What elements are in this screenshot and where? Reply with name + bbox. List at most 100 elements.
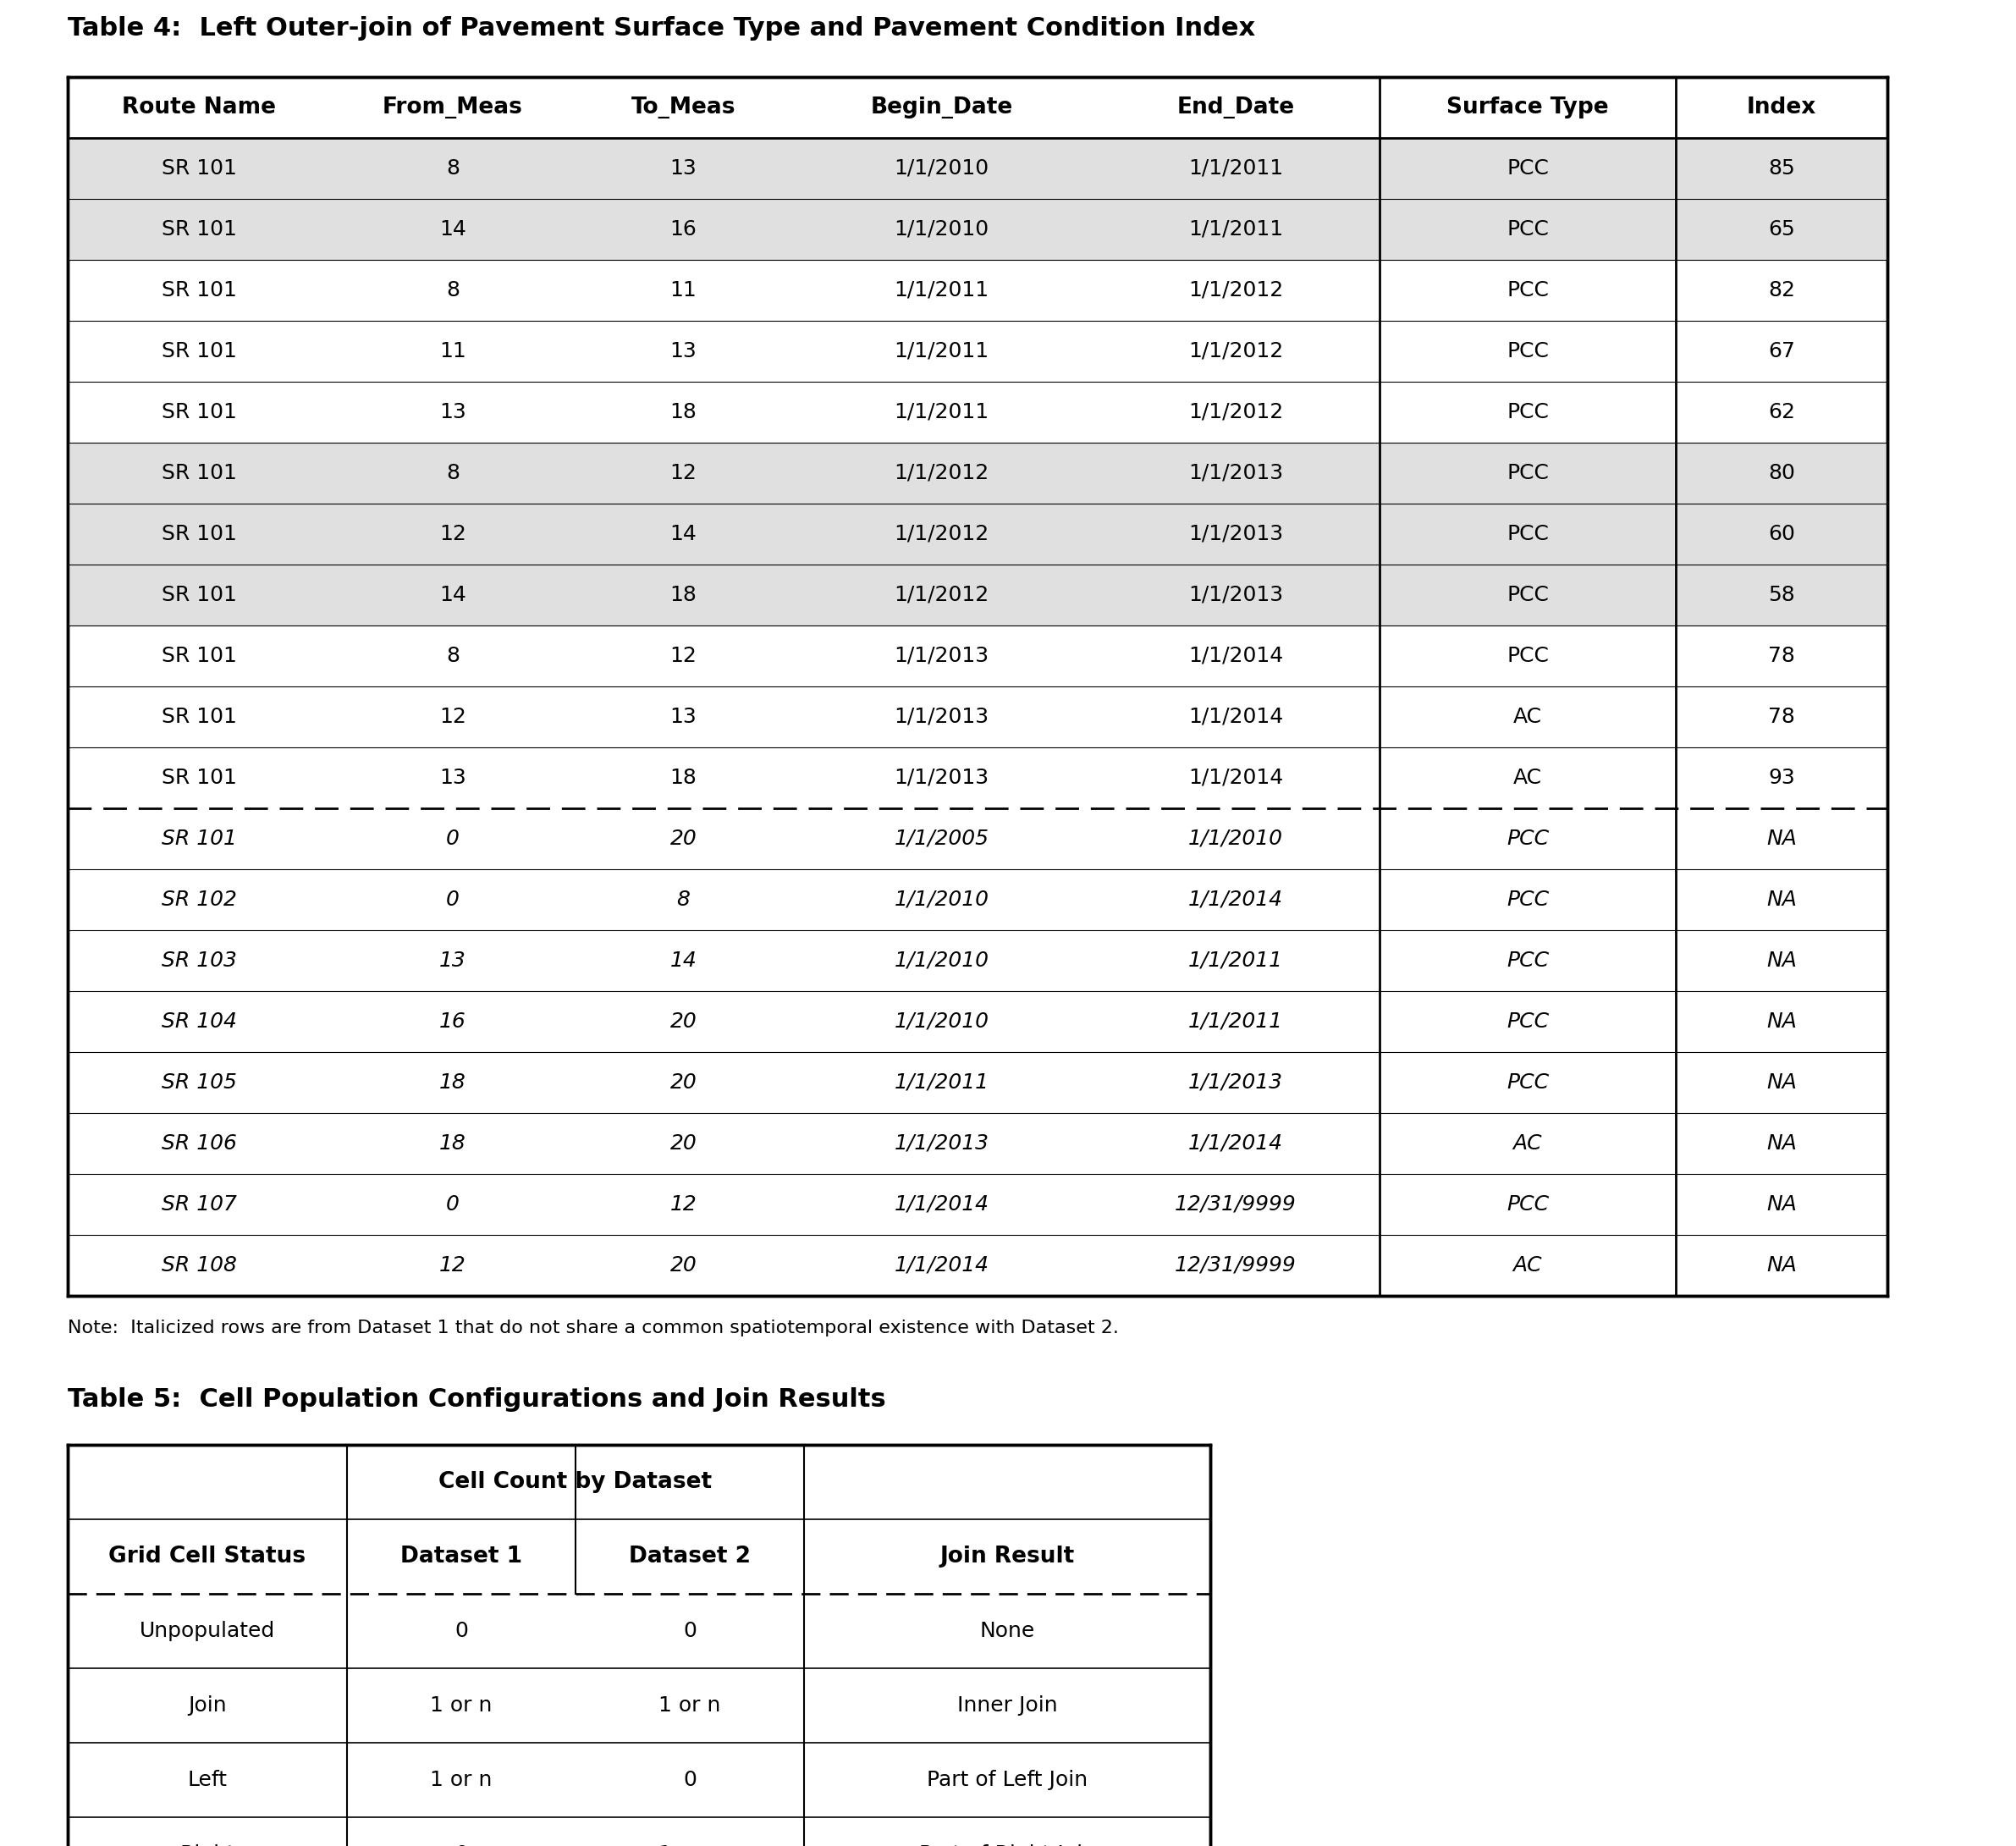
Text: 1/1/2013: 1/1/2013 xyxy=(1187,1073,1282,1093)
Text: 12: 12 xyxy=(669,1194,698,1215)
Text: 0: 0 xyxy=(454,1621,468,1641)
Text: 13: 13 xyxy=(669,342,698,362)
Text: 12: 12 xyxy=(439,524,466,545)
Text: Route Name: Route Name xyxy=(121,96,276,118)
Text: Table 5:  Cell Population Configurations and Join Results: Table 5: Cell Population Configurations … xyxy=(69,1386,885,1412)
Text: NA: NA xyxy=(1766,1133,1796,1154)
Text: 12: 12 xyxy=(669,646,698,666)
Text: 1/1/2012: 1/1/2012 xyxy=(1187,402,1282,423)
Text: 0: 0 xyxy=(683,1621,696,1641)
Text: 1/1/2011: 1/1/2011 xyxy=(895,1073,990,1093)
Text: 14: 14 xyxy=(439,585,466,605)
Text: 1/1/2013: 1/1/2013 xyxy=(895,646,990,666)
Text: SR 101: SR 101 xyxy=(161,768,236,788)
Text: 1/1/2012: 1/1/2012 xyxy=(893,524,990,545)
Text: 1/1/2011: 1/1/2011 xyxy=(1187,220,1282,240)
Text: 8: 8 xyxy=(677,890,689,910)
Bar xyxy=(69,138,1887,199)
Text: 1/1/2012: 1/1/2012 xyxy=(893,463,990,484)
Text: 12/31/9999: 12/31/9999 xyxy=(1175,1255,1296,1276)
Text: 14: 14 xyxy=(669,951,698,971)
Text: 13: 13 xyxy=(439,768,466,788)
Text: 20: 20 xyxy=(669,829,698,849)
Text: PCC: PCC xyxy=(1506,463,1548,484)
Text: 0: 0 xyxy=(446,1194,460,1215)
Text: 0: 0 xyxy=(683,1770,696,1791)
Text: 1/1/2011: 1/1/2011 xyxy=(895,281,990,301)
Text: 20: 20 xyxy=(669,1073,698,1093)
Text: 1/1/2014: 1/1/2014 xyxy=(895,1194,990,1215)
Text: 1/1/2011: 1/1/2011 xyxy=(1187,1012,1282,1032)
Text: 1/1/2014: 1/1/2014 xyxy=(895,1255,990,1276)
Text: 1/1/2010: 1/1/2010 xyxy=(895,951,990,971)
Text: PCC: PCC xyxy=(1506,646,1548,666)
Text: Grid Cell Status: Grid Cell Status xyxy=(109,1545,306,1567)
Text: SR 101: SR 101 xyxy=(161,524,236,545)
Text: 1/1/2005: 1/1/2005 xyxy=(895,829,990,849)
Text: 1/1/2012: 1/1/2012 xyxy=(893,585,990,605)
Text: To_Meas: To_Meas xyxy=(631,96,736,118)
Bar xyxy=(69,565,1887,626)
Text: 12: 12 xyxy=(439,1255,466,1276)
Text: 16: 16 xyxy=(669,220,698,240)
Text: 1/1/2013: 1/1/2013 xyxy=(1187,585,1282,605)
Text: 8: 8 xyxy=(446,463,460,484)
Text: 93: 93 xyxy=(1768,768,1794,788)
Bar xyxy=(69,78,1887,1296)
Text: SR 101: SR 101 xyxy=(161,463,236,484)
Text: 1/1/2014: 1/1/2014 xyxy=(1187,707,1282,727)
Text: PCC: PCC xyxy=(1506,829,1548,849)
Text: SR 101: SR 101 xyxy=(161,646,236,666)
Text: PCC: PCC xyxy=(1506,281,1548,301)
Text: SR 103: SR 103 xyxy=(161,951,236,971)
Text: 18: 18 xyxy=(669,768,698,788)
Text: NA: NA xyxy=(1766,1255,1796,1276)
Text: 1 or n: 1 or n xyxy=(429,1770,492,1791)
Text: SR 101: SR 101 xyxy=(161,707,236,727)
Text: SR 101: SR 101 xyxy=(161,281,236,301)
Text: 12: 12 xyxy=(439,707,466,727)
Text: PCC: PCC xyxy=(1506,951,1548,971)
Text: AC: AC xyxy=(1514,707,1542,727)
Text: 13: 13 xyxy=(669,159,698,179)
Text: 0: 0 xyxy=(446,829,460,849)
Text: 1/1/2012: 1/1/2012 xyxy=(1187,281,1282,301)
Text: NA: NA xyxy=(1766,829,1796,849)
Text: 1/1/2013: 1/1/2013 xyxy=(895,768,990,788)
Text: 13: 13 xyxy=(439,951,466,971)
Text: Index: Index xyxy=(1746,96,1816,118)
Text: AC: AC xyxy=(1514,768,1542,788)
Text: PCC: PCC xyxy=(1506,342,1548,362)
Text: Dataset 2: Dataset 2 xyxy=(629,1545,750,1567)
Text: 78: 78 xyxy=(1768,707,1794,727)
Text: 8: 8 xyxy=(446,646,460,666)
Text: SR 101: SR 101 xyxy=(161,402,236,423)
Text: Begin_Date: Begin_Date xyxy=(871,96,1012,118)
Text: 1 or n: 1 or n xyxy=(429,1695,492,1715)
Text: SR 101: SR 101 xyxy=(161,220,236,240)
Text: NA: NA xyxy=(1766,1073,1796,1093)
Text: 8: 8 xyxy=(446,159,460,179)
Text: 1/1/2011: 1/1/2011 xyxy=(1187,951,1282,971)
Text: SR 105: SR 105 xyxy=(161,1073,236,1093)
Text: 1/1/2014: 1/1/2014 xyxy=(1187,1133,1282,1154)
Text: 11: 11 xyxy=(669,281,698,301)
Text: 1/1/2014: 1/1/2014 xyxy=(1187,768,1282,788)
Text: NA: NA xyxy=(1766,1012,1796,1032)
Text: Unpopulated: Unpopulated xyxy=(139,1621,274,1641)
Text: SR 102: SR 102 xyxy=(161,890,236,910)
Text: NA: NA xyxy=(1766,1194,1796,1215)
Text: Cell Count by Dataset: Cell Count by Dataset xyxy=(439,1471,712,1493)
Text: 13: 13 xyxy=(669,707,698,727)
Text: 1/1/2010: 1/1/2010 xyxy=(895,159,990,179)
Text: 85: 85 xyxy=(1768,159,1794,179)
Text: 18: 18 xyxy=(669,402,698,423)
Bar xyxy=(69,1445,1210,1846)
Text: 14: 14 xyxy=(669,524,698,545)
Text: PCC: PCC xyxy=(1506,402,1548,423)
Text: PCC: PCC xyxy=(1506,585,1548,605)
Text: 1 or n: 1 or n xyxy=(659,1695,722,1715)
Text: 1/1/2011: 1/1/2011 xyxy=(895,342,990,362)
Text: PCC: PCC xyxy=(1506,1073,1548,1093)
Text: Inner Join: Inner Join xyxy=(958,1695,1056,1715)
